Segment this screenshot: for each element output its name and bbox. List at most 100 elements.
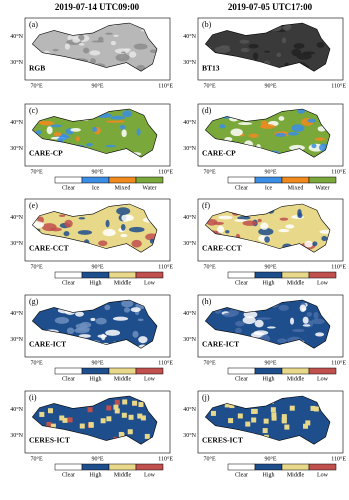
cell bbox=[140, 415, 146, 421]
patch bbox=[219, 124, 226, 129]
legend-swatch bbox=[81, 271, 110, 279]
panel-name: CERES-ICT bbox=[202, 435, 243, 444]
patch bbox=[113, 34, 119, 37]
plateau bbox=[32, 396, 157, 445]
patch bbox=[78, 43, 85, 46]
lat-label: 30°N bbox=[183, 432, 196, 439]
patch bbox=[291, 48, 302, 57]
panel-name: CARE-CP bbox=[202, 148, 236, 157]
lon-label: 110°E bbox=[331, 168, 346, 175]
patch bbox=[66, 327, 75, 335]
patch bbox=[72, 37, 81, 43]
patch bbox=[266, 326, 276, 329]
cell bbox=[237, 413, 243, 419]
cell bbox=[128, 414, 134, 420]
patch bbox=[313, 311, 319, 320]
patch bbox=[120, 224, 126, 231]
legend-label: Clear bbox=[235, 472, 248, 478]
patch bbox=[279, 217, 289, 221]
map-fill bbox=[205, 109, 330, 158]
cell bbox=[313, 406, 319, 412]
legend-label: High bbox=[263, 280, 275, 286]
legend-label: High bbox=[90, 280, 102, 286]
legend-swatch bbox=[108, 176, 137, 184]
lon-label: 90°E bbox=[91, 359, 103, 366]
lon-label: 110°E bbox=[331, 455, 346, 462]
patch bbox=[302, 324, 311, 327]
legend-label: Middle bbox=[114, 280, 132, 286]
plateau-outline bbox=[204, 395, 331, 445]
map-panel bbox=[24, 17, 171, 81]
patch bbox=[137, 318, 144, 322]
patch bbox=[302, 51, 315, 55]
patch bbox=[260, 222, 269, 230]
lat-label: 40°N bbox=[10, 33, 23, 40]
cell bbox=[106, 416, 112, 422]
lat-label: 30°N bbox=[10, 336, 23, 343]
lon-label: 70°E bbox=[204, 82, 216, 89]
map-panel bbox=[197, 17, 344, 81]
cell bbox=[132, 400, 138, 406]
panel-label: (b) bbox=[202, 20, 212, 29]
patch bbox=[248, 133, 259, 138]
cell bbox=[271, 415, 277, 421]
patch bbox=[258, 227, 274, 236]
legend-label: Clear bbox=[62, 472, 75, 478]
patch bbox=[120, 233, 128, 238]
legend-swatch bbox=[281, 463, 310, 471]
cell bbox=[122, 399, 128, 405]
patch bbox=[254, 319, 264, 328]
lat-label: 40°N bbox=[183, 406, 196, 413]
cell bbox=[281, 418, 287, 424]
patch bbox=[123, 48, 132, 52]
legend-label: Clear bbox=[235, 185, 248, 191]
legend-swatch bbox=[308, 271, 337, 279]
cell bbox=[229, 403, 235, 409]
patch bbox=[102, 228, 116, 237]
lon-label: 70°E bbox=[31, 359, 43, 366]
patch bbox=[116, 120, 125, 123]
patch bbox=[138, 336, 148, 344]
cell bbox=[210, 410, 216, 416]
plateau-outline bbox=[204, 108, 331, 158]
legend-swatch bbox=[54, 271, 83, 279]
legend-swatch bbox=[227, 271, 256, 279]
patch bbox=[136, 128, 141, 136]
map-panel bbox=[197, 198, 344, 262]
patch bbox=[260, 124, 276, 129]
patch bbox=[235, 327, 242, 334]
cell bbox=[271, 412, 277, 418]
panel-name: CERES-ICT bbox=[29, 435, 70, 444]
panel-label: (e) bbox=[29, 201, 38, 210]
patch bbox=[228, 308, 239, 317]
panel-name: RGB bbox=[29, 64, 45, 73]
legend-swatch bbox=[135, 367, 164, 375]
lat-label: 40°N bbox=[183, 119, 196, 126]
legend-label: High bbox=[263, 472, 275, 478]
lon-label: 110°E bbox=[331, 82, 346, 89]
lat-label: 40°N bbox=[10, 119, 23, 126]
patch bbox=[115, 53, 130, 62]
map-panel bbox=[24, 103, 171, 167]
patch bbox=[119, 124, 126, 130]
lon-label: 110°E bbox=[331, 263, 346, 270]
patch bbox=[278, 116, 285, 121]
legend-label: Middle bbox=[114, 472, 132, 478]
legend-label: Low bbox=[317, 280, 329, 286]
cell bbox=[47, 408, 53, 414]
patch bbox=[304, 240, 313, 248]
legend-label: Clear bbox=[62, 376, 75, 382]
patch bbox=[121, 300, 134, 308]
cell bbox=[62, 417, 68, 423]
patch bbox=[32, 221, 45, 229]
lat-label: 30°N bbox=[183, 59, 196, 66]
cell bbox=[262, 428, 268, 434]
lon-label: 90°E bbox=[91, 168, 103, 175]
patch bbox=[218, 215, 233, 220]
legend-label: Low bbox=[317, 376, 329, 382]
lon-label: 70°E bbox=[204, 455, 216, 462]
patch bbox=[105, 144, 117, 148]
panel-label: (i) bbox=[29, 393, 37, 402]
